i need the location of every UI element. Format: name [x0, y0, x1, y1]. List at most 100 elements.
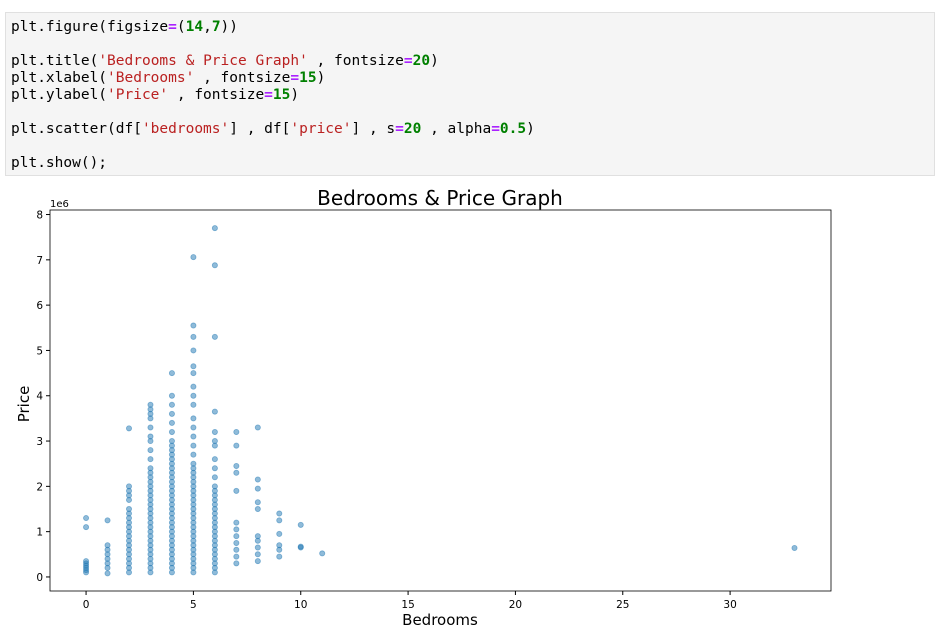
scatter-point	[190, 347, 197, 354]
scatter-point	[233, 487, 240, 494]
scatter-point	[147, 465, 154, 472]
scatter-point	[83, 558, 90, 565]
code-token: )	[316, 70, 326, 86]
scatter-point	[147, 447, 154, 454]
code-token: ] , s	[351, 121, 396, 137]
y-tick-label: 4	[36, 391, 43, 403]
code-block: plt.title('Bedrooms & Price Graph' , fon…	[11, 53, 934, 104]
x-tick-label: 0	[83, 599, 90, 611]
x-axis-label: Bedrooms	[402, 611, 478, 629]
y-tick-label: 7	[36, 255, 43, 267]
y-axis-label: Price	[15, 386, 33, 423]
scatter-point	[190, 370, 197, 377]
scatter-point	[104, 570, 111, 577]
scatter-point	[147, 401, 154, 408]
chart-title: Bedrooms & Price Graph	[317, 186, 563, 210]
scatter-point	[233, 539, 240, 546]
code-token: =	[395, 121, 404, 137]
scatter-point	[190, 424, 197, 431]
code-token: 'Bedrooms & Price Graph'	[98, 53, 308, 69]
code-cell[interactable]: plt.figure(figsize=(14,7)) plt.title('Bed…	[5, 12, 935, 176]
scatter-point	[211, 483, 218, 490]
scatter-point	[83, 524, 90, 531]
scatter-point	[211, 474, 218, 481]
code-token: )	[526, 121, 535, 137]
code-token: =	[168, 19, 177, 35]
y-tick-label: 1	[36, 527, 43, 539]
code-token: 0.5	[499, 121, 527, 137]
code-token: 'price'	[290, 121, 352, 137]
scatter-point	[190, 433, 197, 440]
code-token: 'Price'	[107, 87, 169, 103]
code-token: ] , df[	[229, 121, 291, 137]
code-token: , fontsize	[307, 53, 404, 69]
scatter-point	[233, 428, 240, 435]
x-tick-label: 15	[401, 599, 414, 611]
scatter-point	[233, 533, 240, 540]
scatter-point	[147, 456, 154, 463]
scatter-point	[254, 544, 261, 551]
code-token: 20	[403, 121, 422, 137]
scatter-point	[791, 544, 798, 551]
scatter-point	[211, 465, 218, 472]
scatter-point	[211, 438, 218, 445]
scatter-point	[233, 462, 240, 469]
scatter-point	[276, 542, 283, 549]
scatter-point	[254, 533, 261, 540]
scatter-point	[104, 542, 111, 549]
code-token: 'Bedrooms'	[107, 70, 195, 86]
scatter-point	[233, 526, 240, 533]
code-token: plt.show();	[11, 155, 108, 171]
code-token: (	[176, 19, 186, 35]
x-tick-label: 30	[723, 599, 736, 611]
x-tick-label: 20	[509, 599, 522, 611]
code-block: plt.figure(figsize=(14,7))	[11, 19, 934, 36]
code-line: plt.xlabel('Bedrooms' , fontsize=15)	[11, 70, 934, 87]
scatter-point	[211, 262, 218, 269]
y-tick-label: 2	[36, 481, 43, 493]
code-token: plt.title(	[11, 53, 99, 69]
scatter-point	[254, 485, 261, 492]
scatter-point	[233, 560, 240, 567]
scatter-point	[276, 517, 283, 524]
scatter-point	[233, 469, 240, 476]
x-tick-label: 5	[190, 599, 197, 611]
scatter-point	[211, 428, 218, 435]
code-line: plt.title('Bedrooms & Price Graph' , fon…	[11, 53, 934, 70]
scatter-point	[168, 410, 175, 417]
code-token: 15	[299, 70, 317, 86]
code-token: )	[290, 87, 300, 103]
scatter-point	[190, 415, 197, 422]
code-token: )	[430, 53, 439, 69]
scatter-point	[211, 333, 218, 340]
code-token: , fontsize	[194, 70, 291, 86]
code-token: 20	[412, 53, 431, 69]
scatter-point	[233, 442, 240, 449]
scatter-point	[276, 510, 283, 517]
scatter-point	[168, 428, 175, 435]
code-token: ,	[203, 19, 212, 35]
scatter-point	[147, 424, 154, 431]
scatter-point	[297, 543, 304, 550]
y-tick-label: 3	[36, 436, 43, 448]
scatter-point	[254, 551, 261, 558]
scatter-point	[168, 401, 175, 408]
scatter-point	[190, 451, 197, 458]
scatter-point	[190, 392, 197, 399]
code-token: 'bedrooms'	[141, 121, 230, 137]
scatter-point	[276, 553, 283, 560]
scatter-point	[211, 408, 218, 415]
scatter-point	[190, 254, 197, 261]
code-line: plt.figure(figsize=(14,7))	[11, 19, 934, 36]
code-line: plt.show();	[11, 155, 934, 172]
code-token: 14	[185, 19, 204, 35]
scatter-point	[254, 476, 261, 483]
scatter-point	[83, 515, 90, 522]
scatter-point	[147, 433, 154, 440]
scatter-point	[190, 333, 197, 340]
x-tick-label: 10	[294, 599, 307, 611]
y-tick-label: 0	[36, 572, 43, 584]
scatter-point	[211, 225, 218, 232]
